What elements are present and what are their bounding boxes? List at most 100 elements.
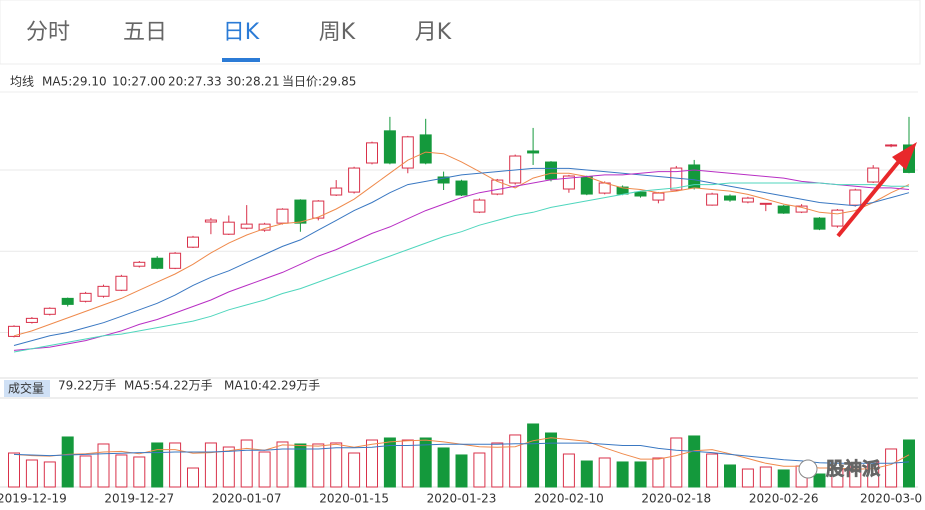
candle-body <box>652 192 665 201</box>
volume-bar <box>401 439 414 488</box>
volume-bar <box>885 448 898 488</box>
candle-body <box>312 200 325 219</box>
x-tick-label: 2020-02-18 <box>641 492 711 506</box>
volume-bar <box>777 469 790 488</box>
tab[interactable]: 月K <box>415 20 452 45</box>
volume-bar <box>169 442 182 488</box>
volume-bar <box>759 466 772 488</box>
volume-bar <box>366 439 378 488</box>
candle-body <box>545 161 557 180</box>
volume-title-box <box>4 380 50 397</box>
candle-body <box>867 167 880 183</box>
volume-title: 成交量 <box>8 381 44 396</box>
candle-body <box>79 292 92 302</box>
x-tick-label: 2020-02-26 <box>749 492 819 506</box>
ma-line <box>13 182 909 353</box>
candle-body <box>455 180 468 196</box>
candle-body <box>151 257 164 269</box>
volume-bar <box>527 423 540 488</box>
annotation-arrowhead <box>892 142 917 170</box>
volume-bar <box>455 454 468 488</box>
volume-bar <box>437 447 450 488</box>
candle-body <box>885 144 898 147</box>
volume-bar <box>670 437 683 488</box>
candle-body <box>777 205 790 214</box>
candle-body <box>473 199 486 213</box>
candle-body <box>366 142 378 164</box>
volume-bar <box>688 435 701 488</box>
volume-bar <box>240 439 253 488</box>
volume-bar <box>133 456 146 488</box>
tab[interactable]: 分时 <box>26 20 70 45</box>
volume-bar <box>903 439 915 488</box>
volume-bar <box>616 461 629 488</box>
volume-bar <box>867 461 880 488</box>
marks: 2019-12-19 2019-12-27 2020-01-07 2020-01-15… <box>0 116 922 506</box>
volume-bar <box>831 468 844 488</box>
legend-entry: 30:28.21 <box>226 75 280 89</box>
volume-bar <box>509 434 522 488</box>
price-label: 当日价:29.85 <box>282 75 356 89</box>
volume-bar <box>294 443 307 488</box>
volume-bar <box>491 442 504 488</box>
x-tick-label: 2019-12-19 <box>0 492 67 506</box>
volume-bar <box>562 453 575 488</box>
ma-title: 均线 <box>10 75 34 89</box>
volume-bar <box>115 454 128 488</box>
x-tick-label: 2020-01-15 <box>319 492 389 506</box>
candle-body <box>741 197 754 203</box>
candle-body <box>276 208 289 224</box>
candle-body <box>759 202 772 205</box>
legend-entry: MA5:54.22万手 <box>124 379 213 393</box>
candle-body <box>562 175 575 190</box>
candle-body <box>849 189 862 206</box>
candle-body <box>706 193 719 206</box>
volume-bar <box>61 436 74 488</box>
volume-bar <box>706 453 719 488</box>
volume-bar <box>634 461 647 488</box>
candle-body <box>240 223 253 229</box>
candle-body <box>43 307 56 315</box>
volume-bar <box>204 442 217 488</box>
candle-body <box>25 317 38 323</box>
candle-body <box>580 176 593 195</box>
volume-bar <box>330 442 343 488</box>
x-tick-label: 2020-02-10 <box>534 492 604 506</box>
candle-body <box>97 285 110 297</box>
volume-bar <box>25 459 38 488</box>
volume-bar <box>187 467 199 488</box>
volume-bar <box>598 457 611 488</box>
volume-bar <box>276 441 289 488</box>
candle-body <box>115 275 128 291</box>
volume-bar <box>258 451 271 488</box>
volume-bar <box>383 437 396 488</box>
candle-body <box>222 221 235 235</box>
volume-value: 79.22万手 <box>58 379 116 393</box>
tab[interactable]: 周K <box>319 20 356 45</box>
tab[interactable]: 日K <box>223 20 260 45</box>
legend-entry: MA5:29.10 <box>42 75 107 89</box>
ma-line <box>13 169 910 351</box>
logo-icon <box>798 459 818 479</box>
candle-body <box>294 199 307 224</box>
volume-bar <box>151 442 164 488</box>
annotation-arrow <box>836 158 902 238</box>
x-tick-label: 2020-01-07 <box>212 492 282 506</box>
ma-line <box>13 151 910 337</box>
watermark: 股神派 <box>825 458 881 480</box>
candle-body <box>813 217 826 230</box>
volume-bar <box>79 455 92 488</box>
candle-body <box>204 219 217 223</box>
x-tick-label: 2019-12-27 <box>104 492 174 506</box>
volume-bar <box>849 466 862 488</box>
tab-bar <box>0 0 921 65</box>
candle-body <box>527 150 540 154</box>
tab[interactable]: 五日 <box>123 20 167 45</box>
candle-body <box>724 195 736 201</box>
candle-body <box>383 130 396 164</box>
volume-bar <box>473 452 486 488</box>
candle-body <box>831 209 844 227</box>
candle-body <box>330 187 343 196</box>
volume-bar <box>580 460 593 488</box>
